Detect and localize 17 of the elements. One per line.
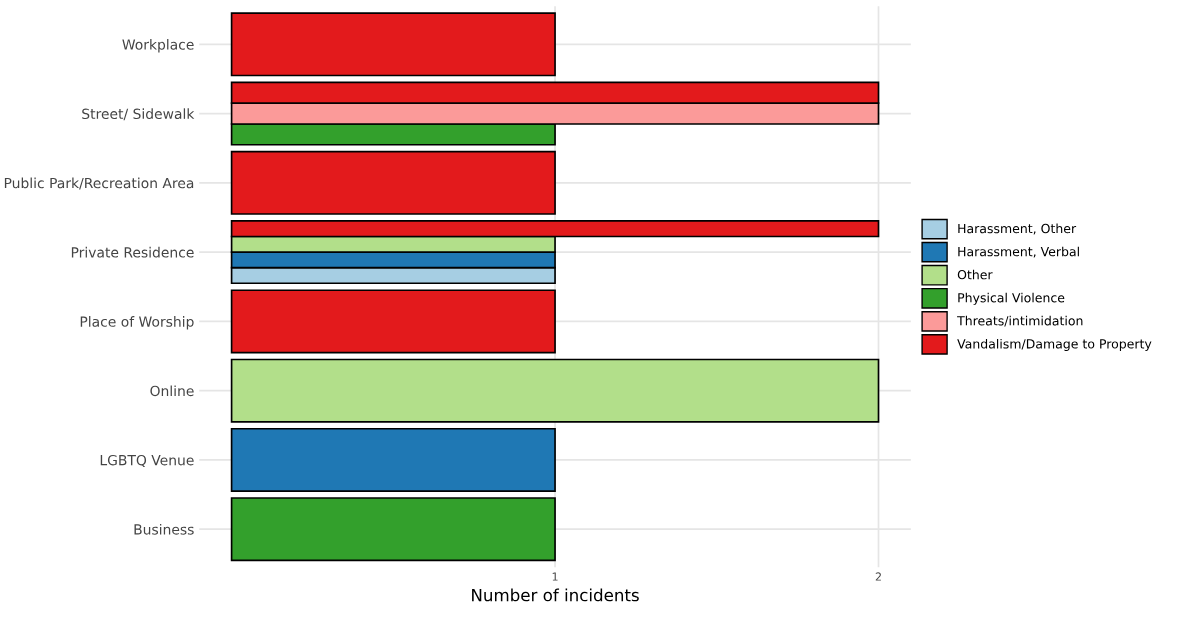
legend-label: Physical Violence <box>958 292 1065 305</box>
legend-label: Vandalism/Damage to Property <box>957 338 1152 351</box>
y-tick-label: Workplace <box>122 39 194 53</box>
x-tick-label: 2 <box>875 572 881 581</box>
y-tick-label: Business <box>134 523 194 535</box>
y-tick-label: Street/ Sidewalk <box>82 108 195 121</box>
legend-label: Other <box>957 269 993 280</box>
y-tick-label: Public Park/Recreation Area <box>4 177 194 190</box>
y-tick-label: Private Residence <box>71 246 194 258</box>
y-tick-label: Place of Worship <box>80 316 194 330</box>
y-tick-label: LGBTQ Venue <box>100 454 194 467</box>
legend-label: Harassment, Other <box>958 223 1077 235</box>
x-axis-title: Number of incidents <box>472 588 639 602</box>
y-tick-label: Online <box>150 385 194 397</box>
x-tick-label: 1 <box>552 572 558 581</box>
legend-label: Harassment, Verbal <box>958 246 1079 258</box>
legend-label: Threats/intimidation <box>957 315 1083 327</box>
